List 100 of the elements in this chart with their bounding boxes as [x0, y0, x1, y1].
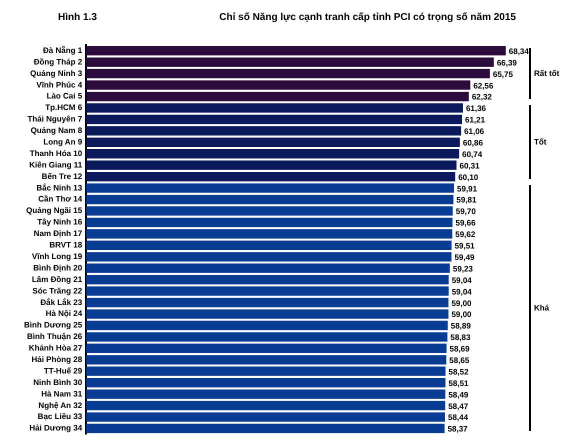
y-tick-label: TT-Huế 29 — [44, 366, 83, 376]
bar — [86, 218, 453, 228]
bar — [86, 400, 446, 410]
bar — [86, 320, 448, 330]
data-label: 60,31 — [459, 161, 480, 170]
y-tick-label: Vĩnh Phúc 4 — [36, 80, 83, 90]
text: Hình 1.3 — [58, 12, 98, 23]
y-tick-label: Thái Nguyên 7 — [27, 114, 83, 124]
bar — [86, 389, 446, 399]
y-tick-label: Nam Định 17 — [34, 229, 83, 238]
y-tick-label: Hà Nội 24 — [46, 309, 83, 318]
y-tick-label: Bến Tre 12 — [42, 172, 83, 181]
y-tick-label: Bình Thuận 26 — [27, 332, 83, 342]
bar — [86, 114, 462, 124]
bar — [86, 252, 452, 262]
data-label: 59,00 — [451, 310, 472, 320]
y-tick-label: Lâm Đồng 21 — [32, 274, 83, 284]
bar — [86, 286, 449, 296]
data-label: 58,65 — [449, 356, 470, 365]
y-tick-label: Kiên Giang 11 — [29, 160, 83, 170]
data-label: 58,51 — [448, 378, 470, 388]
data-label: 59,81 — [456, 196, 477, 205]
bar — [86, 138, 460, 147]
data-label: 62,32 — [472, 92, 492, 102]
data-label: 59,00 — [451, 298, 472, 308]
y-tick-label: Đà Nẵng 1 — [43, 44, 83, 55]
bar — [86, 149, 460, 158]
y-tick-label: Đồng Tháp 2 — [34, 57, 83, 66]
data-label: 59,51 — [454, 242, 476, 251]
y-tick-label: Tây Ninh 16 — [37, 218, 83, 227]
bar — [86, 274, 449, 284]
data-label: 58,69 — [450, 344, 470, 354]
data-label: 60,86 — [462, 138, 484, 148]
y-tick-label: Cần Thơ 14 — [38, 194, 83, 204]
y-tick-label: Đắk Lắk 23 — [40, 296, 83, 307]
y-tick-label: Thanh Hóa 10 — [30, 148, 83, 158]
data-label: 58,47 — [448, 402, 469, 411]
chart-title: Chỉ số Năng lực cạnh tranh cấp tỉnh PCI có trọng số năm 2015 — [219, 12, 516, 23]
y-tick-label: Tp.HCM 6 — [45, 103, 83, 112]
y-tick-label: Long An 9 — [43, 138, 83, 147]
y-tick-label: Quảng Ngãi 15 — [26, 206, 83, 216]
y-tick-label: Ninh Bình 30 — [33, 378, 83, 387]
data-label: 61,36 — [466, 104, 487, 114]
y-tick-label: Quảng Ninh 3 — [30, 68, 83, 78]
bar — [86, 424, 445, 434]
y-tick-label: Vĩnh Long 19 — [32, 252, 83, 261]
data-label: 60,74 — [462, 150, 483, 159]
text: Rất tốt — [534, 68, 560, 78]
data-label: 61,21 — [465, 116, 486, 125]
y-tick-label: Bình Dương 25 — [24, 320, 83, 330]
data-label: 59,70 — [456, 207, 476, 216]
bar — [86, 103, 463, 113]
data-label: 59,91 — [457, 184, 478, 194]
data-label: 59,49 — [454, 252, 476, 262]
bar — [86, 332, 448, 342]
bar — [86, 355, 446, 364]
y-tick-label: Hà Nam 31 — [41, 389, 83, 398]
y-tick-label: Hải Dương 34 — [29, 424, 83, 433]
bar — [86, 46, 506, 56]
bar — [86, 126, 462, 136]
y-tick-label: Hải Phòng 28 — [31, 354, 83, 364]
data-label: 59,66 — [456, 218, 476, 228]
y-tick-label: Bắc Ninh 13 — [36, 182, 83, 192]
bar — [86, 172, 456, 182]
bar — [86, 366, 446, 376]
data-label: 58,89 — [450, 322, 472, 331]
bar — [86, 309, 448, 319]
bar — [86, 378, 446, 388]
text: Khá — [534, 303, 550, 312]
bar — [86, 92, 469, 102]
data-label: 68,34 — [508, 46, 530, 56]
data-label: 65,75 — [492, 70, 514, 79]
data-label: 61,06 — [464, 127, 485, 136]
bar — [86, 183, 454, 193]
data-label: 59,62 — [455, 230, 476, 240]
bar — [86, 344, 447, 354]
data-label: 58,49 — [448, 390, 469, 400]
bar — [86, 194, 454, 204]
bar — [86, 57, 494, 67]
data-label: 59,04 — [452, 276, 472, 285]
bar — [86, 240, 452, 250]
y-tick-label: BRVT 18 — [49, 240, 83, 250]
y-tick-label: Khánh Hòa 27 — [28, 344, 83, 353]
data-label: 59,23 — [452, 264, 474, 274]
text: Tốt — [534, 138, 547, 147]
bar — [86, 68, 490, 78]
y-tick-label: Nghệ An 32 — [38, 400, 83, 410]
data-label: 59,04 — [452, 287, 472, 296]
bar — [86, 160, 456, 170]
data-label: 60,10 — [458, 172, 479, 182]
bar — [86, 412, 446, 422]
y-tick-label: Bình Định 20 — [33, 263, 83, 272]
data-label: 58,83 — [450, 333, 471, 342]
data-label: 58,44 — [448, 413, 469, 422]
bar — [86, 229, 452, 239]
y-tick-label: Bạc Liêu 33 — [38, 412, 83, 422]
y-tick-label: Lào Cai 5 — [46, 92, 83, 101]
bar — [86, 298, 448, 308]
data-label: 62,56 — [473, 81, 494, 90]
bar — [86, 80, 470, 90]
